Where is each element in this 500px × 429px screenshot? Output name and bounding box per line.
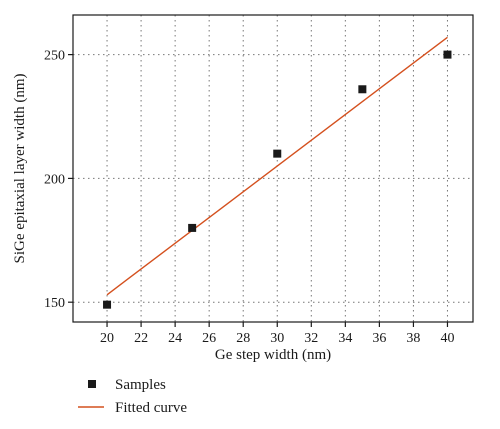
x-axis-ticks: 20 22 24 26 28 30 32 34 36 38 40 bbox=[100, 322, 454, 346]
y-axis-label: SiGe epitaxial layer width (nm) bbox=[12, 74, 28, 264]
sample-point bbox=[443, 50, 452, 59]
legend-marker-samples bbox=[88, 380, 96, 388]
sample-point bbox=[273, 149, 282, 158]
x-tick-label: 26 bbox=[202, 331, 216, 346]
x-tick-label: 38 bbox=[406, 331, 420, 346]
x-axis-label: Ge step width (nm) bbox=[215, 347, 331, 363]
x-tick-label: 34 bbox=[338, 331, 352, 346]
legend-label-samples: Samples bbox=[115, 377, 166, 393]
x-tick-label: 20 bbox=[100, 331, 114, 346]
sample-point bbox=[188, 223, 197, 232]
series-layer bbox=[103, 36, 452, 309]
fitted-curve-line bbox=[106, 36, 448, 296]
x-tick-label: 32 bbox=[304, 331, 318, 346]
sample-point bbox=[103, 300, 112, 309]
y-tick-label: 250 bbox=[44, 49, 65, 64]
x-tick-label: 40 bbox=[440, 331, 454, 346]
legend-label-fitted-curve: Fitted curve bbox=[115, 400, 187, 416]
x-tick-label: 22 bbox=[134, 331, 148, 346]
y-tick-label: 200 bbox=[44, 172, 65, 187]
y-axis-ticks: 150 200 250 bbox=[44, 49, 73, 311]
plot-frame bbox=[72, 14, 474, 323]
x-tick-label: 30 bbox=[270, 331, 284, 346]
legend: Samples Fitted curve bbox=[78, 377, 187, 416]
grid-lines bbox=[73, 15, 473, 322]
sample-point bbox=[358, 85, 367, 94]
y-tick-label: 150 bbox=[44, 296, 65, 311]
x-tick-label: 24 bbox=[168, 331, 182, 346]
x-tick-label: 28 bbox=[236, 331, 250, 346]
x-tick-label: 36 bbox=[372, 331, 386, 346]
